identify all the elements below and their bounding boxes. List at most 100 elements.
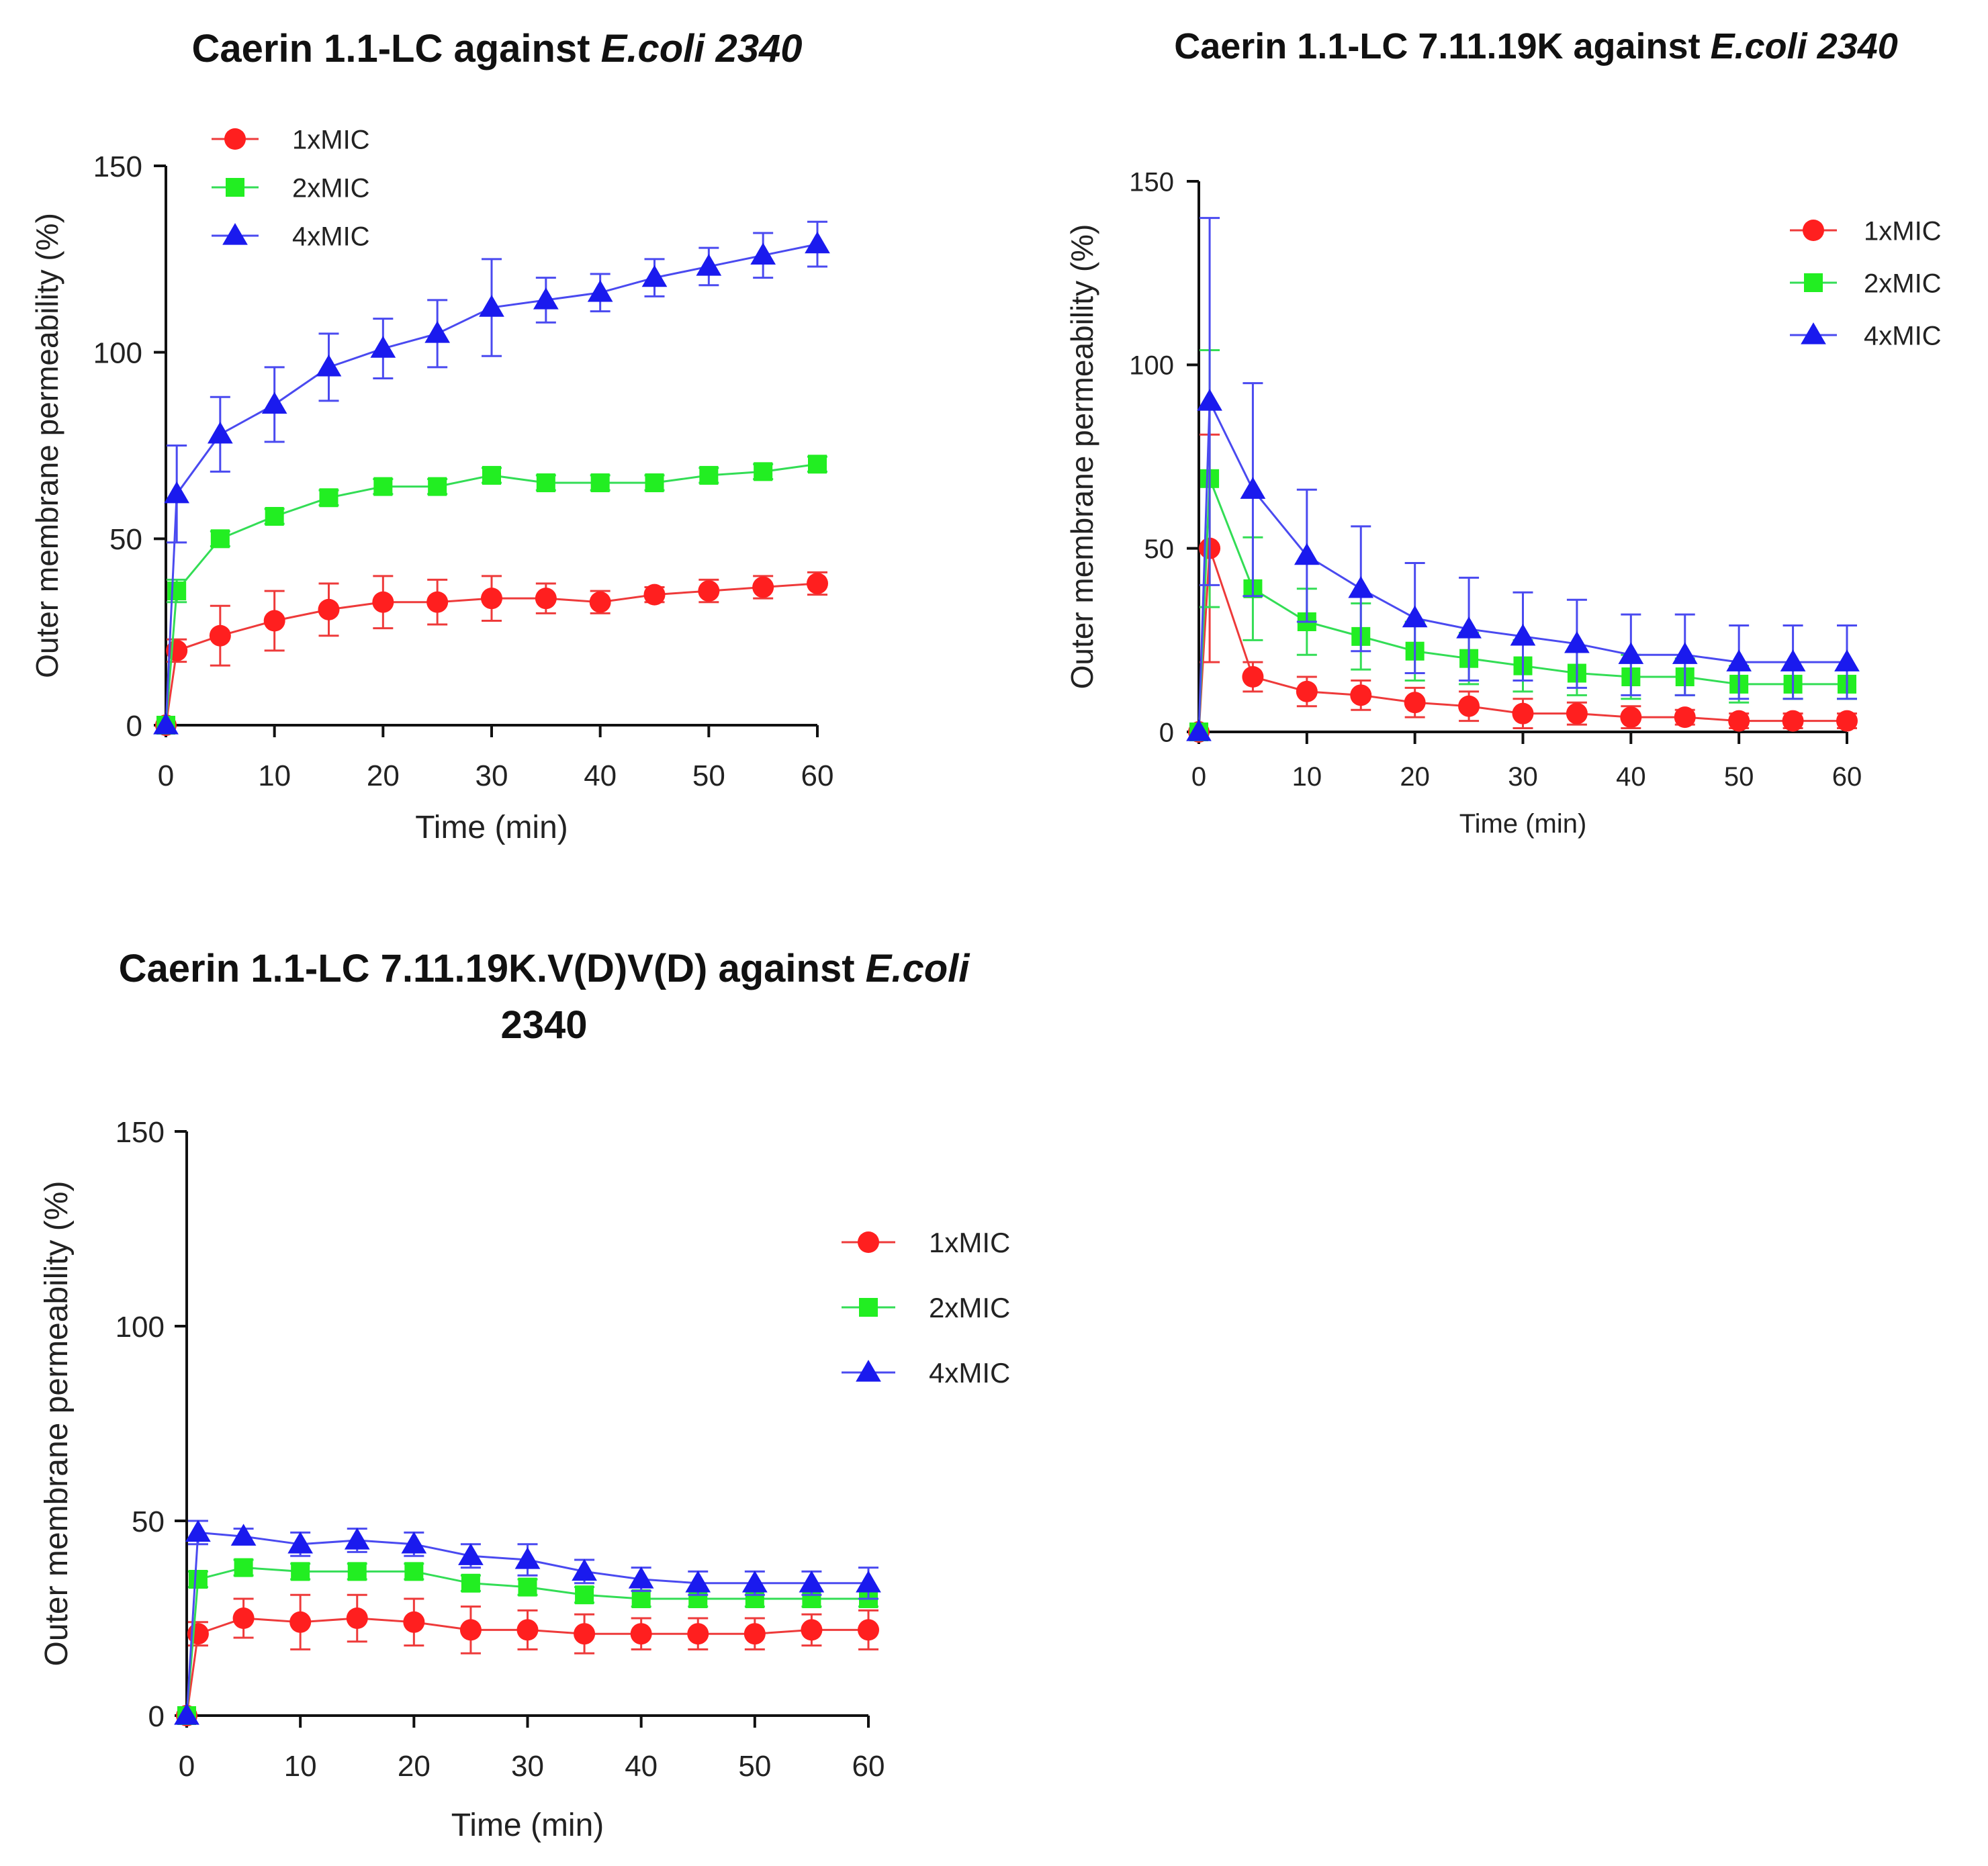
chart-3: Caerin 1.1-LC 7.11.19K.V(D)V(D) against … — [39, 947, 1010, 1843]
data-point — [1620, 706, 1642, 729]
x-tick-label: 40 — [584, 759, 617, 792]
chart-title-organism: E.coli 2340 — [1711, 26, 1898, 66]
data-point — [234, 1558, 253, 1577]
x-tick-label: 0 — [158, 759, 174, 792]
data-point — [630, 1623, 652, 1645]
data-point — [230, 1524, 257, 1546]
data-point — [318, 598, 340, 620]
series-line — [185, 1531, 868, 1716]
data-point — [428, 477, 447, 496]
data-point — [641, 265, 668, 287]
data-point — [319, 488, 338, 508]
data-point — [404, 1562, 424, 1581]
x-tick-label: 10 — [284, 1750, 317, 1783]
data-point — [1726, 649, 1752, 671]
data-point — [514, 1547, 541, 1569]
data-point — [164, 481, 190, 504]
series-4xMIC — [1186, 217, 1860, 741]
data-point — [750, 242, 776, 265]
legend-marker — [1804, 273, 1823, 292]
y-tick-label: 100 — [116, 1311, 165, 1344]
x-tick-label: 0 — [179, 1750, 195, 1783]
x-tick-label: 0 — [1191, 762, 1206, 792]
legend-marker — [1801, 322, 1826, 344]
data-point — [754, 462, 773, 481]
legend-marker — [856, 1360, 881, 1382]
chart-2: Caerin 1.1-LC 7.11.19K against E.coli 23… — [1065, 26, 1942, 839]
data-point — [458, 1543, 484, 1565]
data-point — [1186, 719, 1212, 741]
data-point — [287, 1531, 314, 1554]
data-point — [631, 1589, 651, 1608]
x-tick-label: 20 — [398, 1750, 431, 1783]
data-point — [265, 507, 284, 526]
x-tick-label: 50 — [738, 1750, 771, 1783]
data-point — [536, 473, 555, 493]
legend-label: 4xMIC — [292, 222, 370, 251]
legend-marker — [226, 178, 244, 197]
data-point — [858, 1619, 879, 1641]
legend-label: 2xMIC — [1864, 269, 1942, 298]
data-point — [1294, 543, 1320, 565]
data-point — [687, 1623, 709, 1645]
legend-marker — [858, 1231, 879, 1253]
data-point — [153, 712, 179, 735]
data-point — [516, 1619, 539, 1641]
data-point — [799, 1570, 825, 1593]
data-point — [1728, 710, 1750, 732]
data-point — [291, 1562, 310, 1581]
legend-label: 4xMIC — [1864, 321, 1942, 351]
data-point — [174, 1703, 199, 1725]
x-tick-label: 20 — [1400, 762, 1430, 792]
data-point — [1458, 695, 1480, 717]
data-point — [263, 610, 285, 632]
data-point — [1402, 605, 1428, 628]
data-point — [805, 231, 830, 254]
series-line — [1198, 401, 1847, 733]
x-axis-label: Time (min) — [1459, 809, 1587, 839]
data-point — [801, 1619, 823, 1641]
data-point — [1242, 666, 1264, 688]
data-point — [645, 473, 664, 493]
legend-item-4xMIC: 4xMIC — [1790, 321, 1942, 351]
chart-title-organism: E.coli — [866, 947, 971, 990]
legend-item-2xMIC: 2xMIC — [212, 173, 370, 203]
legend-item-1xMIC: 1xMIC — [1790, 216, 1942, 246]
series-2xMIC — [156, 455, 827, 735]
y-tick-label: 50 — [109, 523, 142, 556]
data-point — [426, 591, 449, 613]
y-axis-label: Outer membrane permeability (%) — [1065, 224, 1099, 690]
legend-item-4xMIC: 4xMIC — [842, 1357, 1010, 1389]
data-point — [403, 1611, 425, 1633]
x-tick-label: 10 — [1292, 762, 1322, 792]
data-point — [316, 355, 342, 377]
x-tick-label: 40 — [1616, 762, 1646, 792]
data-point — [1197, 389, 1222, 411]
data-point — [1456, 616, 1482, 639]
y-tick-label: 100 — [1129, 351, 1174, 381]
data-point — [482, 465, 501, 485]
data-point — [401, 1531, 427, 1554]
data-point — [1296, 680, 1318, 702]
y-tick-label: 0 — [126, 710, 142, 743]
legend-marker — [222, 223, 248, 245]
chart-title-line2: 2340 — [500, 1003, 587, 1047]
data-point — [479, 295, 504, 317]
legend-item-2xMIC: 2xMIC — [1790, 269, 1942, 298]
series-1xMIC — [1188, 433, 1858, 743]
chart-title: Caerin 1.1-LC 7.11.19K.V(D)V(D) against … — [119, 947, 971, 990]
legend-label: 2xMIC — [292, 173, 370, 203]
legend-item-2xMIC: 2xMIC — [842, 1292, 1010, 1323]
data-point — [696, 254, 722, 276]
x-tick-label: 30 — [476, 759, 508, 792]
data-point — [373, 477, 393, 496]
series-line — [165, 243, 818, 726]
data-point — [589, 591, 611, 613]
y-tick-label: 50 — [132, 1505, 165, 1538]
data-point — [261, 391, 287, 414]
data-point — [807, 572, 828, 594]
data-point — [1834, 649, 1860, 671]
series-1xMIC — [176, 1593, 879, 1726]
data-point — [1350, 684, 1372, 706]
data-point — [572, 1558, 597, 1581]
